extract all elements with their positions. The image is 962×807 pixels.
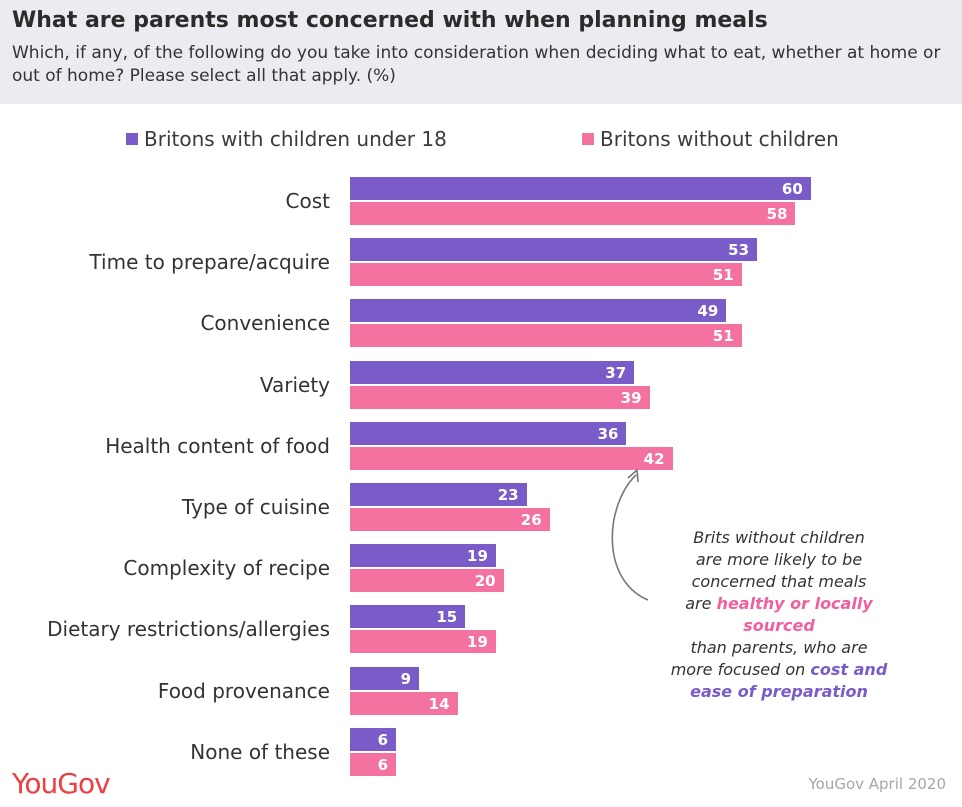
bar-non-parents — [350, 324, 742, 348]
category-label: Convenience — [200, 311, 330, 336]
bar-non-parents — [350, 446, 673, 470]
annotation-line-1: Brits without children — [693, 528, 865, 547]
value-label-parents: 6 — [377, 730, 389, 749]
bar-parents — [350, 605, 466, 629]
bar-non-parents — [350, 508, 550, 531]
bar-non-parents — [350, 263, 742, 287]
annotation-line-6: more focused on cost and — [668, 659, 890, 681]
header-band: What are parents most concerned with whe… — [0, 0, 962, 104]
category-label: Complexity of recipe — [123, 556, 330, 581]
value-label-non-parents: 39 — [620, 388, 642, 407]
source-note: YouGov April 2020 — [808, 775, 946, 793]
value-label-parents: 60 — [781, 180, 803, 198]
bar-non-parents — [350, 202, 796, 225]
value-label-non-parents: 14 — [428, 694, 450, 713]
value-label-parents: 53 — [728, 241, 750, 260]
legend-label-non-parents: Britons without children — [600, 127, 839, 151]
bar-parents — [350, 238, 758, 262]
annotation-text: Brits without children are more likely t… — [668, 527, 890, 703]
legend-swatch-non-parents — [582, 133, 594, 145]
value-label-parents: 49 — [697, 302, 719, 321]
bar-parents — [350, 727, 397, 751]
chart-subtitle: Which, if any, of the following do you t… — [12, 43, 941, 86]
annotation-line-6-prefix: more focused on — [670, 660, 811, 679]
value-label-non-parents: 19 — [467, 633, 488, 652]
annotation-highlight-cost: cost and — [810, 660, 888, 679]
value-label-parents: 23 — [497, 486, 519, 504]
bar-parents — [350, 483, 527, 506]
bar-non-parents — [350, 752, 397, 776]
value-label-non-parents: 6 — [377, 755, 389, 774]
value-label-parents: 37 — [605, 363, 627, 382]
category-label: Food provenance — [157, 678, 330, 703]
yougov-logo: YouGov — [12, 767, 111, 800]
legend-label-parents: Britons with children under 18 — [144, 127, 447, 151]
annotation-line-7: ease of preparation — [690, 682, 868, 701]
annotation-line-4-prefix: are — [685, 594, 717, 613]
bar-non-parents — [350, 691, 458, 715]
annotation-highlight-healthy: healthy or locally sourced — [716, 594, 873, 635]
annotation-line-3: concerned that meals — [691, 572, 867, 591]
category-label: Cost — [285, 189, 330, 213]
value-label-non-parents: 20 — [474, 572, 496, 591]
category-label: None of these — [190, 739, 330, 764]
bar-parents — [350, 299, 727, 323]
value-label-non-parents: 58 — [766, 205, 788, 223]
bar-parents — [350, 666, 420, 690]
value-label-parents: 19 — [467, 547, 488, 566]
category-label: Health content of food — [105, 433, 330, 458]
annotation-line-5: than parents, who are — [690, 638, 868, 657]
legend-item-parents: Britons with children under 18 — [126, 127, 447, 151]
category-label: Time to prepare/acquire — [89, 250, 330, 275]
value-label-non-parents: 42 — [643, 449, 665, 468]
bar-parents — [350, 177, 811, 200]
bar-non-parents — [350, 630, 496, 654]
value-label-non-parents: 51 — [712, 327, 734, 346]
legend-swatch-parents — [126, 133, 138, 145]
legend-item-non-parents: Britons without children — [582, 127, 839, 151]
value-label-parents: 15 — [436, 608, 458, 627]
bar-non-parents — [350, 569, 504, 593]
category-label: Variety — [259, 372, 330, 397]
value-label-parents: 9 — [400, 669, 412, 688]
value-label-non-parents: 26 — [520, 511, 542, 529]
value-label-parents: 36 — [597, 424, 619, 443]
bar-parents — [350, 360, 635, 384]
bar-non-parents — [350, 385, 650, 409]
annotation-line-4: are healthy or locally sourced — [668, 593, 890, 637]
category-label: Dietary restrictions/allergies — [47, 617, 330, 642]
value-label-non-parents: 51 — [712, 266, 734, 285]
category-label: Type of cuisine — [181, 495, 330, 519]
annotation-line-2: are more likely to be — [695, 550, 863, 569]
bar-parents — [350, 421, 627, 445]
bar-parents — [350, 544, 496, 568]
chart-title: What are parents most concerned with whe… — [12, 8, 768, 33]
